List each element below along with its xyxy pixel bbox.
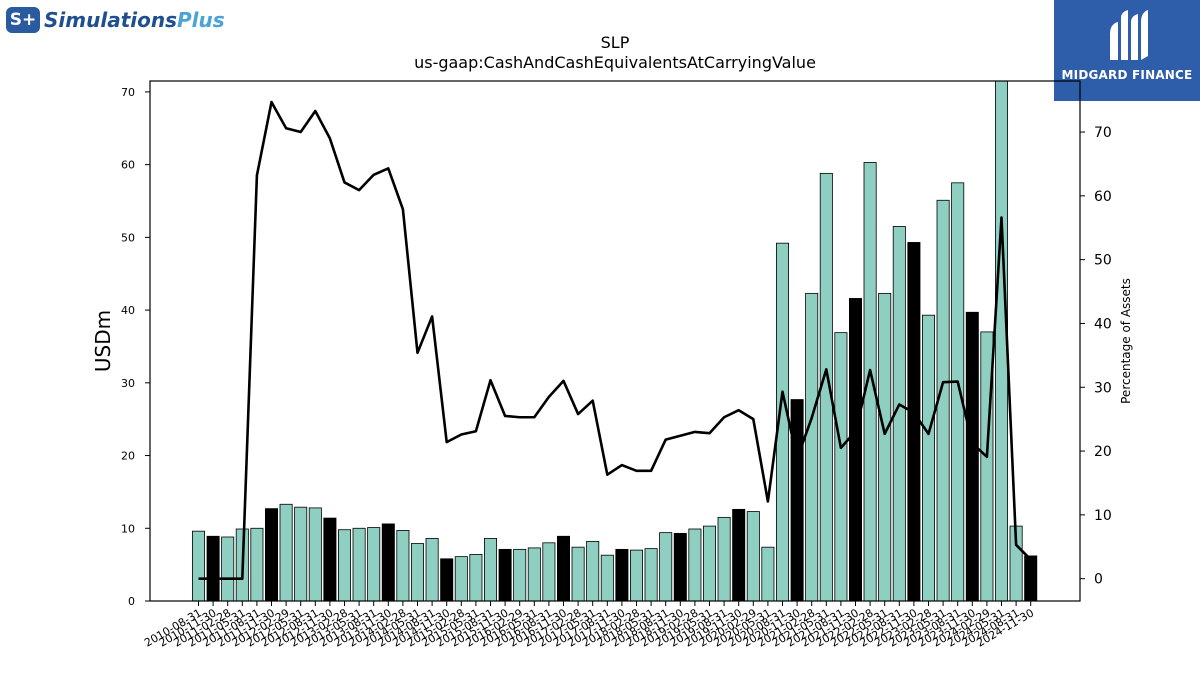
bar — [498, 548, 512, 602]
plot-frame — [149, 80, 1081, 602]
bar — [717, 516, 731, 602]
bar — [703, 525, 717, 602]
logo-name-accent: Plus — [177, 8, 225, 32]
y-tick-label: 30 — [121, 377, 135, 390]
bar — [659, 532, 673, 602]
y-axis-right: 0 10 20 30 40 50 60 70 — [1080, 125, 1112, 588]
bar — [483, 538, 497, 602]
bar — [454, 556, 468, 602]
bar — [410, 543, 424, 602]
bar — [221, 536, 235, 602]
bar — [425, 538, 439, 602]
bar — [790, 399, 804, 602]
bar — [191, 530, 205, 602]
x-axis: 2010-08-312010-11-302011-02-282011-05-31… — [142, 601, 1036, 650]
bar — [527, 547, 541, 602]
y2-tick-label: 10 — [1094, 508, 1112, 524]
y2-tick-label: 30 — [1094, 380, 1112, 396]
bar — [863, 162, 877, 602]
bar — [849, 298, 863, 602]
y-tick-label: 50 — [121, 231, 135, 244]
bar — [206, 535, 220, 602]
bar — [834, 332, 848, 602]
y-tick-label: 20 — [121, 450, 135, 463]
y2-tick-label: 20 — [1094, 444, 1112, 460]
bar — [805, 292, 819, 602]
bar — [440, 558, 454, 602]
y2-tick-label: 0 — [1094, 572, 1103, 588]
bar — [557, 535, 571, 602]
bar — [571, 546, 585, 602]
bar — [922, 314, 936, 602]
y-tick-label: 70 — [121, 86, 135, 99]
bar — [352, 527, 366, 602]
y2-tick-label: 40 — [1094, 316, 1112, 332]
midgard-emblem-icon — [1110, 10, 1148, 60]
midgard-finance-logo: MIDGARD FINANCE — [1054, 0, 1200, 101]
bar — [513, 548, 527, 602]
bar — [907, 242, 921, 602]
bar — [878, 292, 892, 602]
line-layer — [198, 100, 1032, 580]
bar — [250, 527, 264, 602]
bar — [396, 530, 410, 602]
y-tick-label: 0 — [128, 595, 135, 608]
bar — [688, 528, 702, 602]
simulations-plus-logo: S+ SimulationsPlus — [6, 6, 225, 34]
chart-title: SLP — [601, 33, 630, 52]
bar — [965, 311, 979, 602]
y-tick-label: 40 — [121, 304, 135, 317]
logo-wordmark: SimulationsPlus — [44, 8, 225, 32]
line-series — [198, 100, 1032, 580]
y2-tick-label: 50 — [1094, 253, 1112, 269]
bar — [367, 527, 381, 602]
bar — [381, 523, 395, 602]
bar — [615, 548, 629, 602]
bar — [264, 508, 278, 602]
logo-badge: S+ — [6, 7, 40, 33]
bar — [732, 508, 746, 602]
y-axis-label: USDm — [91, 310, 115, 372]
logo-right-name: MIDGARD FINANCE — [1061, 68, 1193, 82]
bar — [337, 529, 351, 602]
bar — [644, 548, 658, 602]
y-tick-label: 60 — [121, 159, 135, 172]
bar — [673, 532, 687, 602]
chart-subtitle: us-gaap:CashAndCashEquivalentsAtCarrying… — [414, 53, 816, 72]
bar — [761, 546, 775, 602]
bar — [600, 554, 614, 602]
bar — [279, 503, 293, 602]
bar — [630, 549, 644, 602]
bar — [542, 542, 556, 602]
y-axis-left: 0 10 20 30 40 50 60 70 — [121, 86, 150, 608]
bar — [951, 182, 965, 602]
bars-layer — [191, 80, 1038, 602]
bar — [746, 511, 760, 602]
bar — [469, 554, 483, 602]
bar — [323, 517, 337, 602]
y2-tick-label: 70 — [1094, 125, 1112, 141]
y2-axis-label: Percentage of Assets — [1119, 278, 1133, 404]
bar — [586, 540, 600, 602]
y-tick-label: 10 — [121, 522, 135, 535]
logo-name-main: Simulations — [44, 8, 177, 32]
bar — [1024, 555, 1038, 602]
bar — [294, 506, 308, 602]
bar — [308, 507, 322, 602]
y2-tick-label: 60 — [1094, 189, 1112, 205]
